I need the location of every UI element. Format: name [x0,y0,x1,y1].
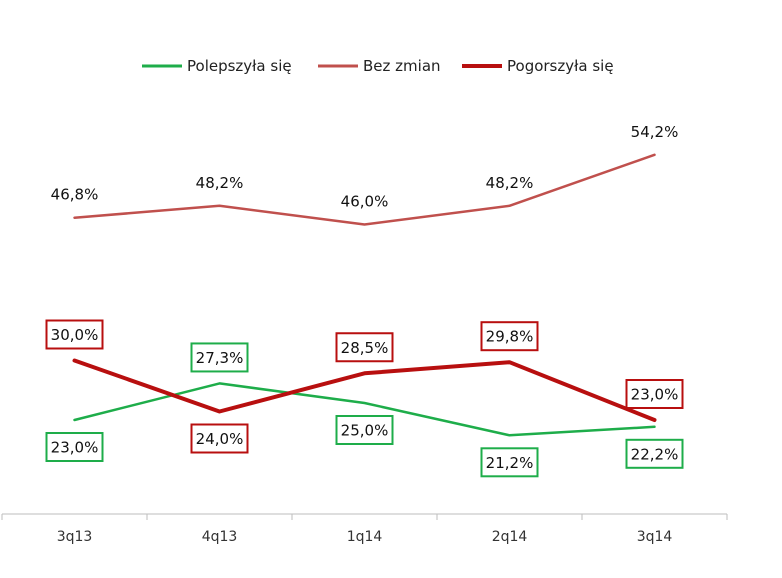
data-label-box [625,379,684,409]
data-label-box [335,415,394,445]
data-label-text: 21,2% [486,454,534,472]
data-label-text: 28,5% [341,339,389,357]
data-label: 28,5% [335,332,394,363]
data-label: 22,2% [625,438,684,469]
data-label-box [45,319,104,350]
data-label: 54,2% [631,123,679,141]
data-label-text: 27,3% [196,349,244,367]
x-axis: 3q13 4q13 1q14 2q14 3q14 [1,513,728,545]
series-layer [72,153,657,437]
data-label-box [480,321,539,352]
series-line [72,358,657,422]
data-label-box [190,423,249,454]
data-label-text: 23,0% [51,439,99,457]
x-tick-label: 3q14 [637,529,673,545]
data-label: 30,0% [45,319,104,350]
data-label: 23,0% [45,432,104,462]
data-label-box [625,438,684,469]
data-label-box [45,432,104,462]
data-label-box [190,342,249,373]
data-label-text: 23,0% [631,386,679,404]
data-label: 48,2% [486,174,534,192]
data-label: 46,0% [341,193,389,211]
legend-label-polepszyla: Polepszyła się [187,57,292,75]
data-label-layer: 46,8% 48,2% 46,0% 48,2% 54,2% 23,0% 30,0% 27,3%… [45,123,684,478]
data-label: 25,0% [335,415,394,445]
x-tick-label: 1q14 [347,529,383,545]
data-label: 27,3% [190,342,249,373]
legend: Polepszyła się Bez zmian Pogorszyła się [142,57,614,75]
data-label: 29,8% [480,321,539,352]
legend-label-pogorszyla: Pogorszyła się [507,57,614,75]
data-label: 24,0% [190,423,249,454]
data-label-box [480,447,539,478]
x-tick-label: 3q13 [57,529,93,545]
data-label-text: 25,0% [341,422,389,440]
data-label-text: 29,8% [486,328,534,346]
data-label: 21,2% [480,447,539,478]
series-line [73,153,656,226]
data-label-text: 24,0% [196,430,244,448]
data-label-box [335,332,394,363]
data-label: 46,8% [51,186,99,204]
data-label-text: 22,2% [631,445,679,463]
data-label: 23,0% [625,379,684,409]
legend-label-bez-zmian: Bez zmian [363,57,441,75]
x-tick-label: 4q13 [202,529,238,545]
x-tick-label: 2q14 [492,529,528,545]
data-label-text: 30,0% [51,326,99,344]
data-label: 48,2% [196,174,244,192]
